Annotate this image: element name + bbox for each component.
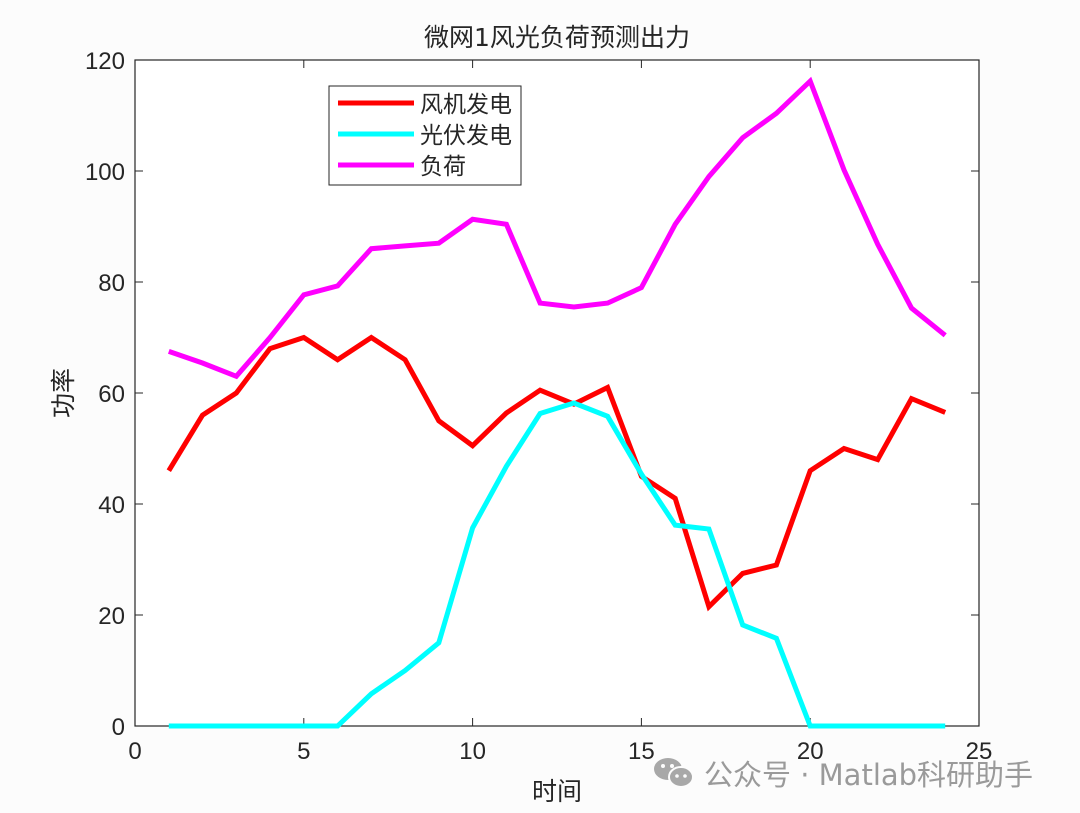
chart-title: 微网1风光负荷预测出力 <box>424 23 690 52</box>
y-tick-label: 40 <box>98 492 125 519</box>
legend-label: 负荷 <box>420 154 466 180</box>
watermark: 公众号 · Matlab科研助手 <box>652 752 1033 794</box>
y-tick-label: 60 <box>98 381 125 408</box>
x-tick-label: 15 <box>628 738 655 765</box>
axis-tick-labels: 0 5 10 15 20 25 0 20 40 60 80 100 120 <box>85 48 992 765</box>
y-tick-label: 0 <box>112 714 125 741</box>
y-tick-label: 20 <box>98 603 125 630</box>
wechat-icon <box>652 755 696 791</box>
y-tick-label: 120 <box>85 48 125 75</box>
x-tick-label: 10 <box>459 738 486 765</box>
y-tick-label: 100 <box>85 159 125 186</box>
x-tick-label: 5 <box>297 738 310 765</box>
x-tick-label: 20 <box>797 738 824 765</box>
series-lines <box>166 76 947 729</box>
y-tick-label: 80 <box>98 270 125 297</box>
series-line <box>166 334 947 612</box>
y-axis-label: 功率 <box>49 368 78 418</box>
axis-ticks <box>134 59 980 727</box>
series-line <box>168 400 946 729</box>
x-axis-label: 时间 <box>532 777 582 806</box>
legend-label: 光伏发电 <box>420 123 512 149</box>
series-line <box>167 76 947 380</box>
plot-area <box>134 59 980 727</box>
watermark-text: 公众号 · Matlab科研助手 <box>704 758 1034 792</box>
x-tick-label: 25 <box>966 738 993 765</box>
legend-label: 风机发电 <box>420 92 512 118</box>
x-tick-label: 0 <box>128 738 141 765</box>
